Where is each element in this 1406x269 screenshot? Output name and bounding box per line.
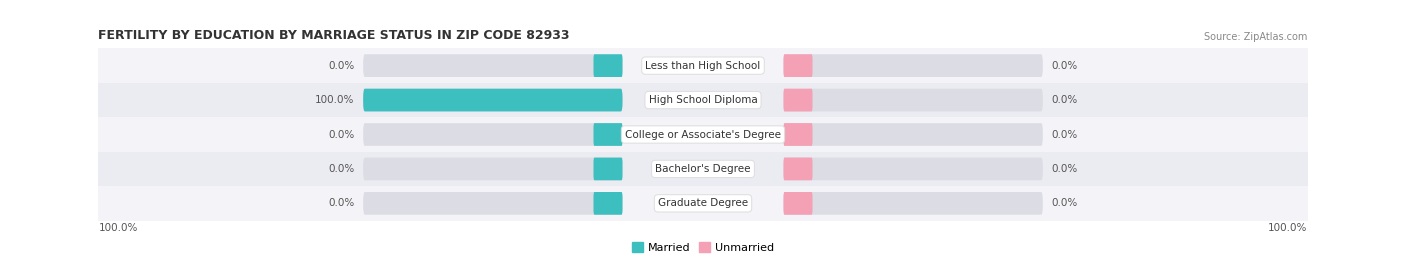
Text: 100.0%: 100.0% [1268,223,1308,233]
Text: 0.0%: 0.0% [329,129,354,140]
Text: 0.0%: 0.0% [329,61,354,71]
Text: 0.0%: 0.0% [1052,95,1077,105]
FancyBboxPatch shape [783,89,813,111]
Text: 0.0%: 0.0% [329,164,354,174]
FancyBboxPatch shape [593,123,623,146]
Text: 0.0%: 0.0% [1052,61,1077,71]
Text: 100.0%: 100.0% [315,95,354,105]
FancyBboxPatch shape [783,123,1043,146]
FancyBboxPatch shape [98,48,1308,83]
FancyBboxPatch shape [783,89,1043,111]
FancyBboxPatch shape [593,158,623,180]
FancyBboxPatch shape [363,192,623,215]
FancyBboxPatch shape [593,192,623,215]
FancyBboxPatch shape [783,192,1043,215]
FancyBboxPatch shape [593,54,623,77]
FancyBboxPatch shape [363,158,623,180]
FancyBboxPatch shape [783,54,813,77]
Text: 100.0%: 100.0% [98,223,138,233]
Text: 0.0%: 0.0% [329,198,354,208]
Text: 0.0%: 0.0% [1052,129,1077,140]
Text: High School Diploma: High School Diploma [648,95,758,105]
FancyBboxPatch shape [363,123,623,146]
Text: Graduate Degree: Graduate Degree [658,198,748,208]
FancyBboxPatch shape [783,158,813,180]
FancyBboxPatch shape [783,192,813,215]
Text: 0.0%: 0.0% [1052,198,1077,208]
FancyBboxPatch shape [363,54,623,77]
FancyBboxPatch shape [783,158,1043,180]
Legend: Married, Unmarried: Married, Unmarried [633,242,773,253]
Text: FERTILITY BY EDUCATION BY MARRIAGE STATUS IN ZIP CODE 82933: FERTILITY BY EDUCATION BY MARRIAGE STATU… [98,29,569,42]
Text: Source: ZipAtlas.com: Source: ZipAtlas.com [1204,32,1308,42]
FancyBboxPatch shape [363,89,623,111]
Text: College or Associate's Degree: College or Associate's Degree [626,129,780,140]
FancyBboxPatch shape [98,83,1308,117]
Text: 0.0%: 0.0% [1052,164,1077,174]
FancyBboxPatch shape [363,89,623,111]
FancyBboxPatch shape [783,123,813,146]
FancyBboxPatch shape [783,54,1043,77]
FancyBboxPatch shape [98,152,1308,186]
Text: Bachelor's Degree: Bachelor's Degree [655,164,751,174]
FancyBboxPatch shape [98,117,1308,152]
Text: Less than High School: Less than High School [645,61,761,71]
FancyBboxPatch shape [98,186,1308,221]
